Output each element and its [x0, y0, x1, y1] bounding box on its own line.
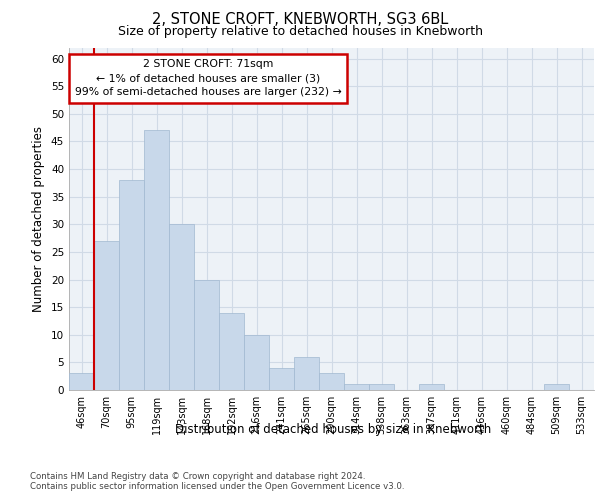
- Bar: [269, 368, 294, 390]
- Bar: [344, 384, 369, 390]
- Bar: [94, 241, 119, 390]
- Text: 2 STONE CROFT: 71sqm
← 1% of detached houses are smaller (3)
99% of semi-detache: 2 STONE CROFT: 71sqm ← 1% of detached ho…: [75, 60, 341, 98]
- Bar: [169, 224, 194, 390]
- Bar: [219, 312, 244, 390]
- Y-axis label: Number of detached properties: Number of detached properties: [32, 126, 46, 312]
- Bar: [369, 384, 394, 390]
- Bar: [544, 384, 569, 390]
- Bar: [294, 357, 319, 390]
- Bar: [244, 335, 269, 390]
- Text: 2, STONE CROFT, KNEBWORTH, SG3 6BL: 2, STONE CROFT, KNEBWORTH, SG3 6BL: [152, 12, 448, 28]
- Bar: [119, 180, 144, 390]
- Text: Size of property relative to detached houses in Knebworth: Size of property relative to detached ho…: [118, 25, 482, 38]
- Text: Distribution of detached houses by size in Knebworth: Distribution of detached houses by size …: [175, 422, 491, 436]
- Text: Contains public sector information licensed under the Open Government Licence v3: Contains public sector information licen…: [30, 482, 404, 491]
- Text: Contains HM Land Registry data © Crown copyright and database right 2024.: Contains HM Land Registry data © Crown c…: [30, 472, 365, 481]
- Bar: [194, 280, 219, 390]
- Bar: [144, 130, 169, 390]
- Bar: [419, 384, 444, 390]
- Bar: [319, 374, 344, 390]
- Bar: [69, 374, 94, 390]
